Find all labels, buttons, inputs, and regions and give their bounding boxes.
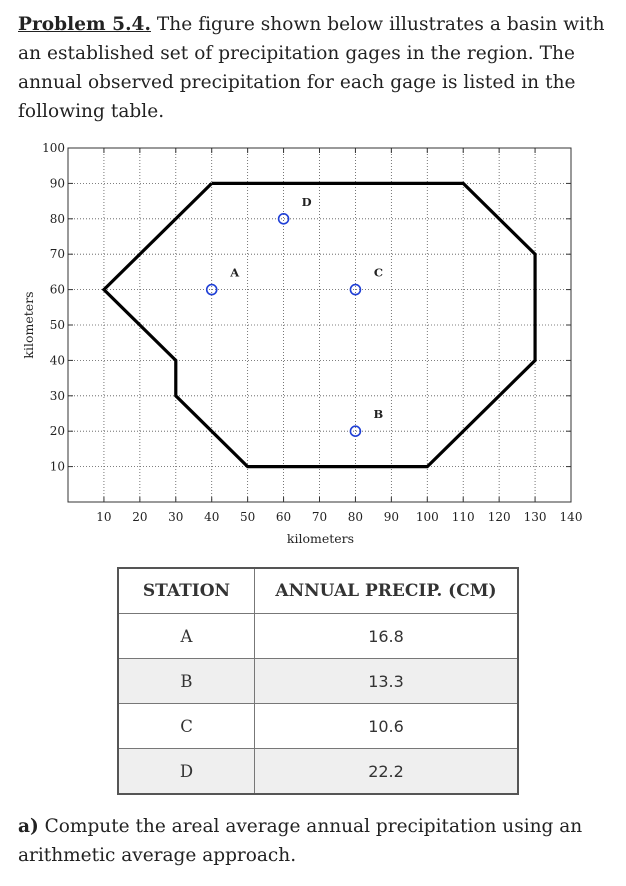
precipitation-table: STATION ANNUAL PRECIP. (CM) A 16.8 B 13.… — [117, 567, 519, 795]
x-axis-label: kilometers — [287, 531, 354, 546]
x-tick-label: 70 — [312, 510, 327, 524]
y-axis-label: kilometers — [21, 291, 36, 358]
y-tick-label: 40 — [50, 353, 65, 367]
question-label: a) — [18, 816, 39, 837]
station-label: A — [229, 266, 240, 280]
precip-header: ANNUAL PRECIP. (CM) — [254, 567, 519, 614]
station-marker — [205, 283, 218, 296]
station-cell: A — [117, 613, 255, 659]
station-cell: C — [117, 703, 255, 749]
station-marker — [277, 213, 290, 225]
x-tick-label: 40 — [204, 510, 219, 524]
precip-cell: 10.6 — [254, 703, 519, 749]
x-tick-label: 90 — [384, 510, 399, 524]
precip-cell: 22.2 — [254, 748, 519, 795]
tick-marks — [68, 147, 572, 502]
x-tick-label: 100 — [416, 510, 439, 524]
question-a: a) Compute the areal average annual prec… — [18, 812, 613, 870]
table-row: B 13.3 — [117, 658, 519, 704]
y-tick-label: 10 — [50, 460, 65, 474]
precip-cell: 13.3 — [254, 658, 519, 704]
problem-statement: Problem 5.4. The figure shown below illu… — [18, 10, 613, 126]
table-row: D 22.2 — [117, 748, 519, 795]
y-tick-label: 80 — [50, 212, 65, 226]
station-marker — [349, 425, 362, 438]
basin-boundary — [101, 181, 537, 469]
x-tick-label: 50 — [240, 510, 255, 524]
x-tick-label: 130 — [524, 510, 547, 524]
problem-text: The figure shown below illustrates a bas… — [18, 14, 605, 122]
x-tick-label: 10 — [96, 510, 111, 524]
station-label: B — [374, 407, 384, 421]
x-tick-label: 120 — [488, 510, 511, 524]
x-tick-label: 140 — [560, 510, 583, 524]
x-tick-label: 60 — [276, 510, 291, 524]
x-tick-label: 30 — [168, 510, 183, 524]
station-cell: D — [117, 748, 255, 795]
y-tick-label: 90 — [50, 176, 65, 190]
grid-lines — [68, 148, 571, 502]
table-row: C 10.6 — [117, 703, 519, 749]
station-header: STATION — [117, 567, 255, 614]
x-tick-label: 110 — [452, 510, 475, 524]
y-tick-label: 20 — [50, 424, 65, 438]
table-header-row: STATION ANNUAL PRECIP. (CM) — [117, 567, 519, 614]
problem-heading: Problem 5.4. — [18, 14, 151, 35]
station-cell: B — [117, 658, 255, 704]
x-tick-label: 20 — [132, 510, 147, 524]
y-tick-label: 50 — [50, 318, 65, 332]
y-tick-label: 70 — [50, 247, 65, 261]
station-label: D — [302, 195, 312, 209]
station-marker — [349, 283, 362, 296]
precip-cell: 16.8 — [254, 613, 519, 659]
y-tick-label: 100 — [42, 141, 65, 155]
station-label: C — [374, 266, 383, 280]
basin-figure: 10 20 30 40 50 60 70 80 90 100 110 120 130 140 10 20 30 4… — [0, 140, 626, 560]
basin-chart: 10 20 30 40 50 60 70 80 90 100 110 120 130 140 10 20 30 4… — [21, 141, 583, 546]
question-text: Compute the areal average annual precipi… — [18, 816, 583, 866]
table-row: A 16.8 — [117, 613, 519, 659]
y-tick-label: 60 — [50, 283, 65, 297]
x-tick-label: 80 — [348, 510, 363, 524]
y-tick-label: 30 — [50, 389, 65, 403]
